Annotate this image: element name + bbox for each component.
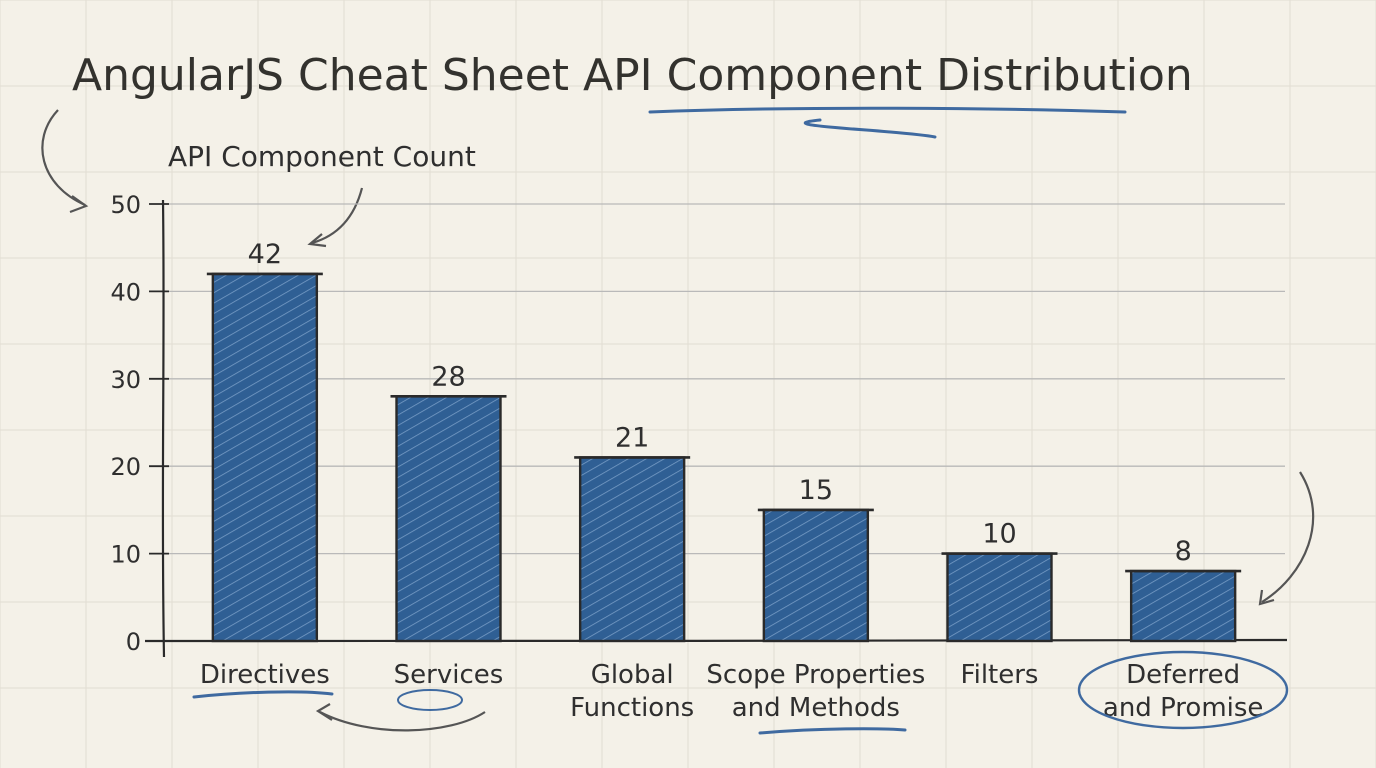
bar xyxy=(395,395,502,643)
data-label: 42 xyxy=(248,239,282,270)
y-tick-label: 50 xyxy=(110,191,141,219)
data-label: 21 xyxy=(615,422,649,453)
chart-title: AngularJS Cheat Sheet API Component Dist… xyxy=(72,50,1193,101)
arrow-to-axis-icon xyxy=(41,109,86,207)
y-tick-label: 20 xyxy=(110,453,141,481)
arrowhead-last-bar-icon xyxy=(1258,589,1275,606)
arrowhead-top-bar-icon xyxy=(307,233,327,248)
x-tick-label: Services xyxy=(394,660,504,690)
deferred-circle-scribble xyxy=(1077,650,1289,730)
bars xyxy=(206,272,1242,643)
directives-underline-scribble xyxy=(192,690,334,699)
data-label: 8 xyxy=(1175,536,1192,567)
data-label: 10 xyxy=(982,519,1016,550)
y-tick-label: 40 xyxy=(110,278,141,306)
gridlines xyxy=(149,203,1285,642)
arrow-to-directives-icon xyxy=(319,711,486,732)
bar xyxy=(946,552,1053,643)
x-tick-label: Filters xyxy=(961,660,1039,690)
data-label: 28 xyxy=(431,361,465,392)
arrowhead-directives-icon xyxy=(315,703,333,721)
y-tick-labels: 0 10 20 30 40 50 xyxy=(110,191,141,656)
arrowhead-axis-icon xyxy=(69,195,89,214)
bar xyxy=(578,456,686,643)
arrow-to-top-bar-icon xyxy=(311,187,364,245)
y-axis-line xyxy=(161,199,166,658)
y-tick-label: 10 xyxy=(110,541,141,569)
bar xyxy=(1129,569,1237,643)
bar xyxy=(762,508,870,643)
x-tick-label: Scope Properties and Methods xyxy=(706,660,925,723)
y-axis-label: API Component Count xyxy=(168,140,476,173)
y-tick-label: 0 xyxy=(126,628,141,656)
title-underline-scribble xyxy=(648,106,1127,139)
arrow-to-last-bar-icon xyxy=(1261,471,1315,603)
data-labels: 42 28 21 15 10 8 xyxy=(248,239,1192,567)
bar xyxy=(211,272,319,643)
services-circle-scribble xyxy=(397,689,463,711)
x-tick-label: Deferred and Promise xyxy=(1103,660,1264,723)
data-label: 15 xyxy=(799,475,833,506)
x-tick-label: Global Functions xyxy=(570,660,694,723)
y-tick-label: 30 xyxy=(110,366,141,394)
scope-underline-scribble xyxy=(758,727,907,735)
x-tick-label: Directives xyxy=(200,660,330,690)
